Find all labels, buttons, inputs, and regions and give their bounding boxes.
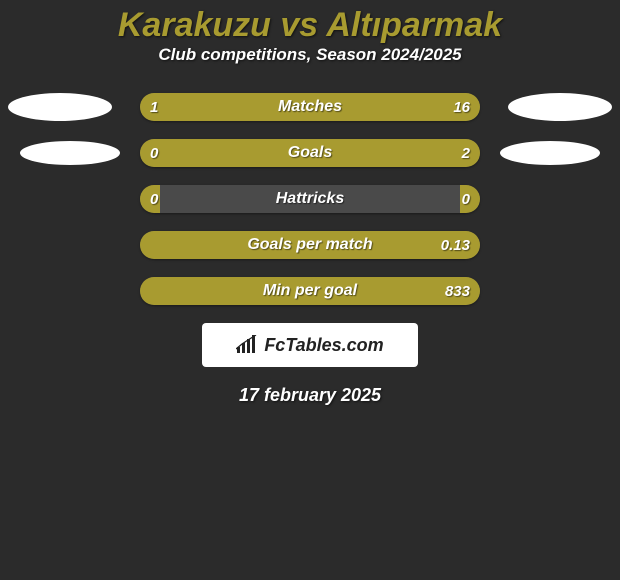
bar-segment-right xyxy=(160,231,480,259)
page-subtitle: Club competitions, Season 2024/2025 xyxy=(0,45,620,65)
bar-label: Hattricks xyxy=(140,185,480,213)
bar-row: Hattricks00 xyxy=(140,185,480,213)
bar-segment-right xyxy=(201,93,480,121)
bar-segment-right xyxy=(160,139,480,167)
brand-box: FcTables.com xyxy=(202,323,418,367)
snapshot-date: 17 february 2025 xyxy=(0,385,620,406)
bar-row: Goals per match0.13 xyxy=(140,231,480,259)
bar-row: Matches116 xyxy=(140,93,480,121)
bar-row: Min per goal833 xyxy=(140,277,480,305)
bar-segment-left xyxy=(140,139,160,167)
brand-text: FcTables.com xyxy=(264,335,383,356)
bar-segment-right xyxy=(160,277,480,305)
player-badge-right-bottom xyxy=(500,141,600,165)
player-badge-left-top xyxy=(8,93,112,121)
bar-segment-left xyxy=(140,185,160,213)
bar-row: Goals02 xyxy=(140,139,480,167)
bar-segment-left xyxy=(140,93,201,121)
brand-chart-icon xyxy=(236,335,258,355)
bars-container: Matches116 Goals02 Hattricks00 Goals per ma… xyxy=(140,93,480,305)
page-title: Karakuzu vs Altıparmak xyxy=(0,0,620,45)
comparison-chart: Matches116 Goals02 Hattricks00 Goals per ma… xyxy=(0,93,620,305)
bar-segment-left xyxy=(140,231,160,259)
player-badge-right-top xyxy=(508,93,612,121)
bar-segment-right xyxy=(460,185,480,213)
bar-segment-left xyxy=(140,277,160,305)
player-badge-left-bottom xyxy=(20,141,120,165)
